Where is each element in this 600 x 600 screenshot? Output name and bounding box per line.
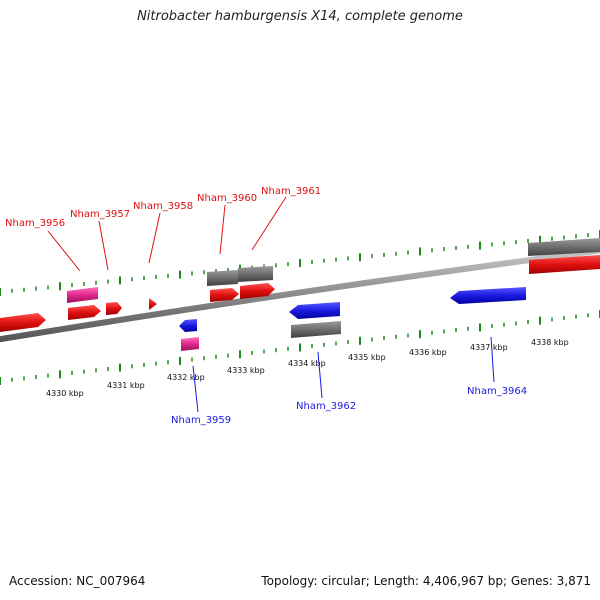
gene-label-nham-3962: Nham_3962 bbox=[296, 401, 356, 412]
scale-label-4336: 4336 kbp bbox=[409, 348, 447, 357]
scale-label-4338: 4338 kbp bbox=[531, 338, 569, 347]
gene-label-nham-3961: Nham_3961 bbox=[261, 186, 321, 197]
forward-gene-track bbox=[0, 255, 600, 332]
gene-label-nham-3956: Nham_3956 bbox=[5, 218, 65, 229]
scale-labels: 4330 kbp 4331 kbp 4332 kbp 4333 kbp 4334… bbox=[46, 338, 569, 398]
scale-label-4330: 4330 kbp bbox=[46, 389, 84, 398]
upper-tick-row bbox=[0, 230, 600, 296]
gene-label-nham-3959: Nham_3959 bbox=[171, 415, 231, 426]
genome-summary-text: Topology: circular; Length: 4,406,967 bp… bbox=[261, 574, 591, 588]
scale-label-4331: 4331 kbp bbox=[107, 381, 145, 390]
lower-tick-row bbox=[0, 310, 600, 385]
scale-label-4334: 4334 kbp bbox=[288, 359, 326, 368]
gene-label-nham-3957: Nham_3957 bbox=[70, 209, 130, 220]
gene-label-nham-3964: Nham_3964 bbox=[467, 386, 527, 397]
upper-feature-track bbox=[207, 238, 600, 286]
scale-label-4333: 4333 kbp bbox=[227, 366, 265, 375]
scale-label-4332: 4332 kbp bbox=[167, 373, 205, 382]
gene-label-nham-3958: Nham_3958 bbox=[133, 201, 193, 212]
reverse-gene-track bbox=[179, 287, 526, 332]
lower-feature-track bbox=[181, 321, 341, 351]
gene-labels: Nham_3956 Nham_3957 Nham_3958 Nham_3960 … bbox=[5, 186, 527, 426]
label-leaders bbox=[47, 196, 495, 413]
scale-label-4335: 4335 kbp bbox=[348, 353, 386, 362]
accession-text: Accession: NC_007964 bbox=[9, 574, 146, 588]
gene-label-nham-3960: Nham_3960 bbox=[197, 193, 257, 204]
genome-backbone bbox=[0, 247, 600, 343]
scale-label-4337: 4337 kbp bbox=[470, 343, 508, 352]
genome-title: Nitrobacter hamburgensis X14, complete g… bbox=[137, 9, 463, 24]
